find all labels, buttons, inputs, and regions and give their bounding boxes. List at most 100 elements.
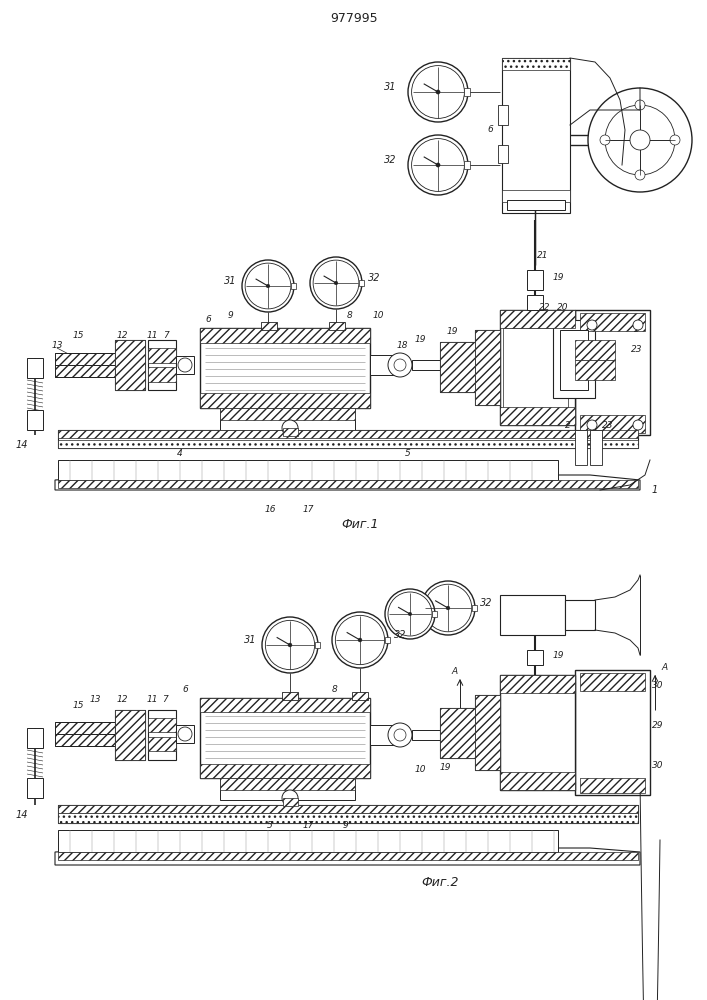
Bar [475, 330, 500, 405]
Bar [475, 695, 500, 770]
Bar [148, 710, 176, 760]
Bar [590, 430, 602, 465]
Circle shape [633, 420, 643, 430]
Text: 14: 14 [16, 440, 28, 450]
Bar [261, 322, 277, 330]
Bar [464, 161, 470, 169]
Bar [370, 355, 400, 375]
Bar [580, 313, 645, 331]
Text: 1: 1 [652, 485, 658, 495]
Circle shape [388, 723, 412, 747]
Bar [432, 611, 437, 617]
Text: 10: 10 [373, 312, 384, 320]
Bar [148, 718, 176, 732]
Text: 3: 3 [634, 326, 640, 334]
Bar [359, 280, 364, 286]
Circle shape [394, 729, 406, 741]
Bar [148, 367, 176, 382]
Text: 11: 11 [146, 696, 158, 704]
Circle shape [587, 320, 597, 330]
Bar [58, 460, 558, 480]
Bar [27, 410, 43, 430]
Text: 9: 9 [342, 820, 348, 830]
Text: 22: 22 [539, 304, 551, 312]
Bar [115, 340, 145, 390]
Bar [575, 670, 650, 795]
Bar [329, 322, 345, 330]
Bar [283, 428, 298, 436]
Text: 11: 11 [146, 332, 158, 340]
Circle shape [600, 135, 610, 145]
Circle shape [282, 790, 298, 806]
Bar [27, 728, 43, 748]
Bar [500, 595, 565, 635]
Bar [527, 295, 543, 310]
Circle shape [266, 284, 270, 288]
Bar [385, 637, 390, 643]
Text: Фиг.2: Фиг.2 [421, 876, 459, 888]
Circle shape [411, 139, 464, 191]
Text: 19: 19 [552, 273, 563, 282]
Text: 21: 21 [537, 250, 549, 259]
Text: 7: 7 [162, 696, 168, 704]
Bar [220, 778, 355, 800]
Bar [200, 698, 370, 778]
Bar [500, 310, 575, 425]
Bar [58, 805, 638, 813]
Circle shape [408, 612, 411, 616]
Text: 15: 15 [72, 332, 83, 340]
Bar [220, 778, 355, 790]
Text: 31: 31 [384, 82, 396, 92]
Bar [115, 340, 145, 390]
Circle shape [408, 62, 468, 122]
Text: Фиг.1: Фиг.1 [341, 518, 379, 532]
Text: 7: 7 [163, 332, 169, 340]
Bar [176, 725, 194, 743]
Text: 32: 32 [384, 155, 396, 165]
Text: 13: 13 [89, 696, 101, 704]
Bar [115, 710, 145, 760]
Circle shape [288, 643, 292, 647]
Text: 9: 9 [227, 312, 233, 320]
Circle shape [245, 263, 291, 309]
Bar [498, 145, 508, 163]
Bar [575, 340, 615, 360]
Bar [148, 348, 176, 363]
Circle shape [388, 353, 412, 377]
Text: 19: 19 [414, 336, 426, 344]
Bar [575, 360, 615, 380]
Bar [440, 708, 475, 758]
Text: 23: 23 [602, 422, 614, 430]
Text: 31: 31 [244, 635, 256, 645]
Bar [291, 283, 296, 289]
Circle shape [358, 638, 362, 642]
Bar [565, 600, 595, 630]
Bar [560, 330, 588, 390]
Bar [498, 105, 508, 125]
Bar [352, 692, 368, 700]
Polygon shape [55, 475, 640, 490]
Text: 6: 6 [205, 316, 211, 324]
Text: 29: 29 [653, 720, 664, 730]
Circle shape [408, 135, 468, 195]
Text: 15: 15 [72, 700, 83, 710]
Bar [440, 342, 475, 392]
Bar [200, 393, 370, 408]
Bar [58, 830, 558, 852]
Text: 10: 10 [414, 766, 426, 774]
Circle shape [446, 606, 450, 610]
Bar [507, 200, 565, 210]
Bar [27, 358, 43, 378]
Bar [575, 310, 650, 435]
Text: 17: 17 [303, 820, 314, 830]
Circle shape [265, 620, 315, 670]
Bar [176, 356, 194, 374]
Text: 8: 8 [347, 312, 353, 320]
Bar [412, 730, 440, 740]
Text: 12: 12 [116, 332, 128, 340]
Bar [475, 330, 500, 405]
Bar [58, 430, 638, 438]
Circle shape [587, 420, 597, 430]
Text: 20: 20 [557, 304, 568, 312]
Bar [440, 708, 475, 758]
